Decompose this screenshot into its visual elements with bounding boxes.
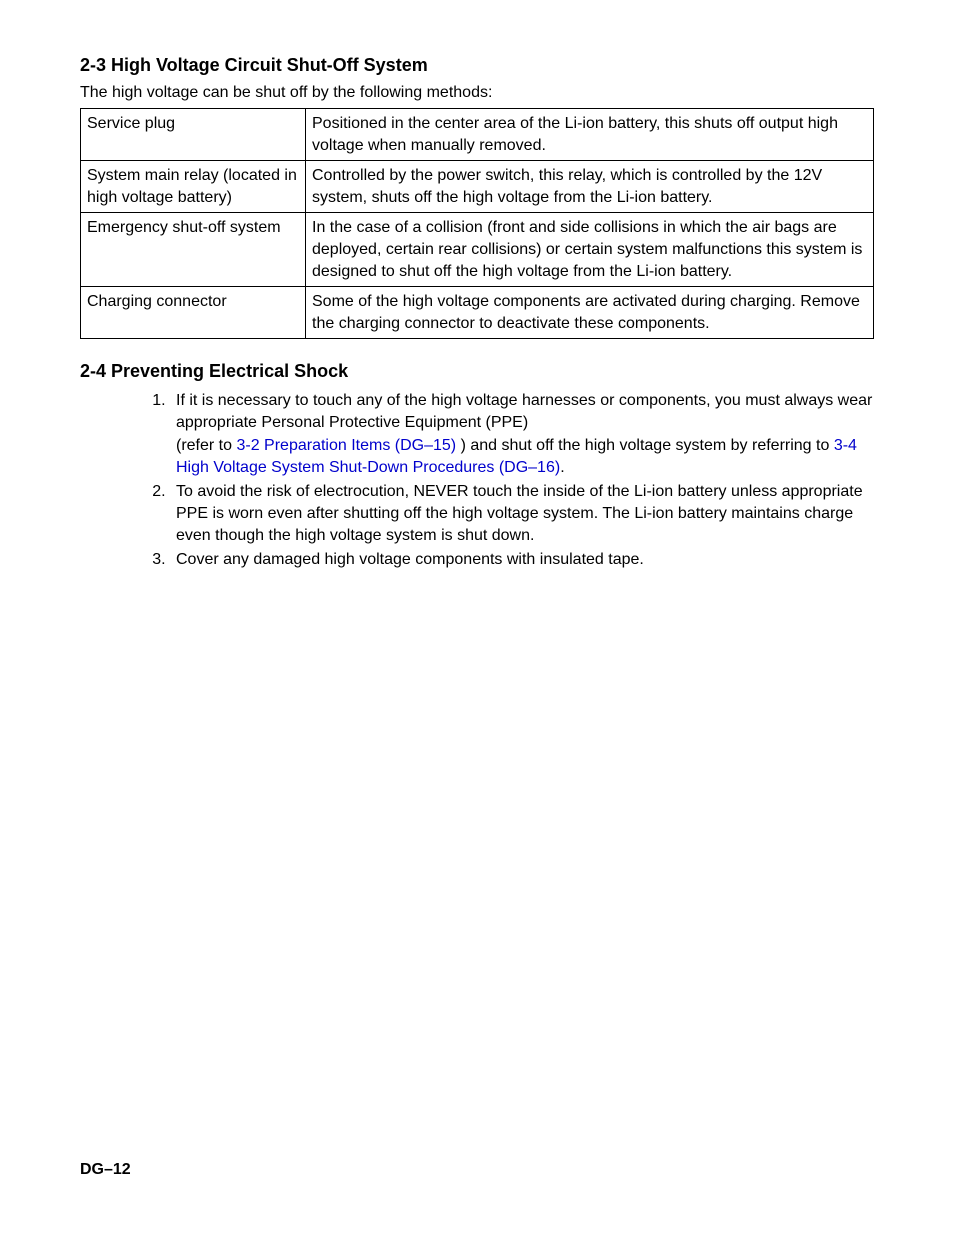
table-cell-label: Service plug	[81, 109, 306, 161]
list-text: (refer to	[176, 437, 236, 454]
table-cell-label: Emergency shut-off system	[81, 213, 306, 287]
table-cell-desc: In the case of a collision (front and si…	[306, 213, 874, 287]
table-cell-desc: Some of the high voltage components are …	[306, 287, 874, 339]
table-row: Emergency shut-off system In the case of…	[81, 213, 874, 287]
list-item: Cover any damaged high voltage component…	[170, 549, 874, 571]
xref-link-preparation-items[interactable]: 3-2 Preparation Items (DG–15)	[236, 437, 456, 454]
list-text: ) and shut off the high voltage system b…	[456, 437, 834, 454]
section-2-4-heading: 2-4 Preventing Electrical Shock	[80, 361, 874, 382]
list-item: To avoid the risk of electrocution, NEVE…	[170, 481, 874, 547]
shutoff-methods-table: Service plug Positioned in the center ar…	[80, 108, 874, 339]
table-cell-label: Charging connector	[81, 287, 306, 339]
table-cell-label: System main relay (located in high volta…	[81, 161, 306, 213]
list-item: If it is necessary to touch any of the h…	[170, 390, 874, 478]
table-cell-desc: Positioned in the center area of the Li-…	[306, 109, 874, 161]
list-text: If it is necessary to touch any of the h…	[176, 392, 872, 431]
table-cell-desc: Controlled by the power switch, this rel…	[306, 161, 874, 213]
page-number: DG–12	[80, 1161, 131, 1179]
section-2-3-heading: 2-3 High Voltage Circuit Shut-Off System	[80, 55, 874, 76]
table-row: System main relay (located in high volta…	[81, 161, 874, 213]
list-text: .	[560, 459, 564, 476]
table-row: Service plug Positioned in the center ar…	[81, 109, 874, 161]
preventing-shock-list: If it is necessary to touch any of the h…	[80, 390, 874, 571]
table-row: Charging connector Some of the high volt…	[81, 287, 874, 339]
section-2-3-intro: The high voltage can be shut off by the …	[80, 84, 874, 102]
